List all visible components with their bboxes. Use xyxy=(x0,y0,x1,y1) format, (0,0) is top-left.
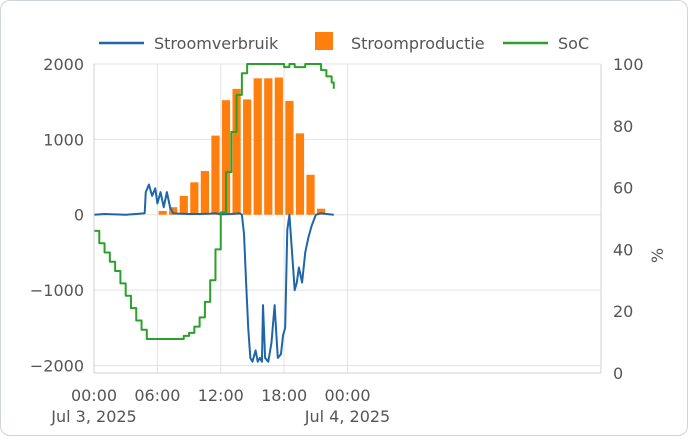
production-bar xyxy=(221,100,231,215)
y-right-tick-label: 40 xyxy=(613,240,633,259)
axes: 2000 1000 0 −1000 −2000 100 80 60 40 20 0% 00:00 Jul… xyxy=(30,55,667,426)
legend-label: Stroomverbruik xyxy=(154,34,279,53)
x-tick-label: 00:00 xyxy=(71,386,117,405)
legend-label: Stroomproductie xyxy=(351,34,485,53)
production-bar xyxy=(169,207,178,215)
x-tick-date-label: Jul 3, 2025 xyxy=(50,407,136,426)
legend-swatch-bar xyxy=(315,32,333,50)
production-bar xyxy=(211,135,220,215)
production-bar xyxy=(285,100,294,215)
y-right-tick-label: 100 xyxy=(613,55,644,74)
y-left-tick-label: 2000 xyxy=(43,55,84,74)
legend-label: SoC xyxy=(558,34,589,53)
series-lines xyxy=(93,63,335,363)
production-bar xyxy=(243,99,252,215)
production-bar xyxy=(306,174,315,215)
y-right-tick-label: 20 xyxy=(613,302,633,321)
legend-item[interactable]: SoC xyxy=(503,34,589,53)
production-bars xyxy=(158,77,326,215)
production-bar xyxy=(232,88,241,215)
y-right-tick-label: 80 xyxy=(613,117,633,136)
legend-item[interactable]: Stroomproductie xyxy=(315,32,485,53)
x-tick-label: 18:00 xyxy=(261,386,307,405)
production-bar xyxy=(264,78,273,215)
x-tick-label: 12:00 xyxy=(198,386,244,405)
production-bar xyxy=(158,210,167,215)
production-bar xyxy=(179,195,188,215)
y-left-tick-label: −2000 xyxy=(30,356,84,375)
x-tick-label: 00:00 xyxy=(324,386,370,405)
production-bar xyxy=(295,133,305,215)
y-left-tick-label: 0 xyxy=(74,206,84,225)
chart-legend[interactable]: Stroomverbruik Stroomproductie SoC xyxy=(99,32,589,53)
x-tick-date-label: Jul 4, 2025 xyxy=(304,407,390,426)
production-bar xyxy=(253,78,262,215)
soc-line xyxy=(94,63,335,341)
production-bar xyxy=(200,171,210,215)
legend-item[interactable]: Stroomverbruik xyxy=(99,34,279,53)
consumption-line xyxy=(93,183,334,363)
x-tick-label: 06:00 xyxy=(134,386,180,405)
production-bar xyxy=(274,77,283,215)
production-bar xyxy=(316,208,326,215)
y-right-tick-label: 60 xyxy=(613,179,633,198)
gridlines xyxy=(93,63,601,373)
y-right-axis-label: % xyxy=(648,248,667,263)
y-right-tick-label: 0 xyxy=(613,364,623,383)
y-left-tick-label: 1000 xyxy=(43,130,84,149)
y-left-tick-label: −1000 xyxy=(30,281,84,300)
production-bar xyxy=(190,182,199,215)
